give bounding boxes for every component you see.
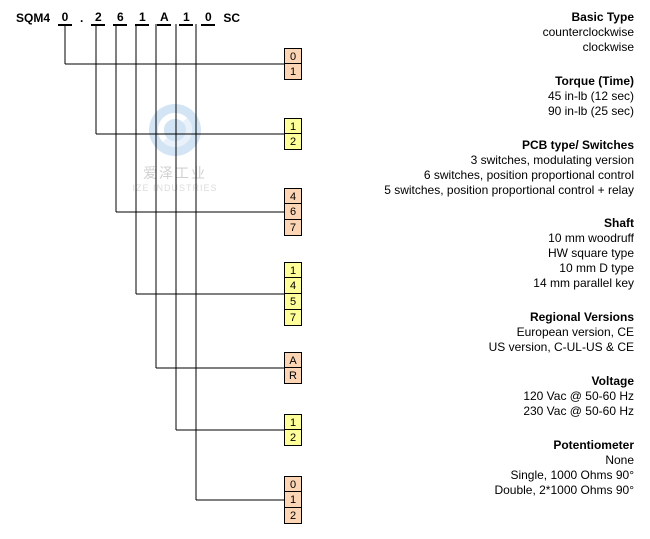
description-title: Regional Versions: [489, 310, 634, 325]
description-block-6: PotentiometerNoneSingle, 1000 Ohms 90°Do…: [494, 438, 634, 498]
description-line: 3 switches, modulating version: [384, 153, 634, 168]
option-box: 2: [284, 430, 302, 446]
code-part-2: .: [80, 11, 83, 25]
option-box: 2: [284, 508, 302, 524]
option-group-0: 01: [284, 48, 302, 80]
part-number-code: SQM40.261A10SC: [16, 10, 248, 26]
option-box: 6: [284, 204, 302, 220]
code-part-6: A: [157, 10, 171, 26]
option-box: 1: [284, 414, 302, 430]
option-group-3: 1457: [284, 262, 302, 326]
option-box: 1: [284, 118, 302, 134]
option-box: 4: [284, 188, 302, 204]
code-part-1: 0: [58, 10, 72, 26]
option-box: 1: [284, 492, 302, 508]
code-part-9: SC: [223, 11, 240, 25]
watermark-logo-icon: [145, 100, 205, 160]
option-box: 1: [284, 262, 302, 278]
description-title: Basic Type: [543, 10, 634, 25]
description-line: 14 mm parallel key: [533, 276, 634, 291]
description-line: HW square type: [533, 246, 634, 261]
description-title: PCB type/ Switches: [384, 138, 634, 153]
option-box: 4: [284, 278, 302, 294]
description-block-0: Basic Typecounterclockwiseclockwise: [543, 10, 634, 55]
description-title: Potentiometer: [494, 438, 634, 453]
option-box: R: [284, 368, 302, 384]
code-part-5: 1: [135, 10, 149, 26]
description-title: Torque (Time): [548, 74, 634, 89]
option-group-2: 467: [284, 188, 302, 236]
option-box: 0: [284, 476, 302, 492]
option-box: A: [284, 352, 302, 368]
option-box: 7: [284, 220, 302, 236]
description-line: None: [494, 453, 634, 468]
description-block-3: Shaft10 mm woodruffHW square type10 mm D…: [533, 216, 634, 291]
description-title: Voltage: [523, 374, 634, 389]
option-box: 0: [284, 48, 302, 64]
description-line: European version, CE: [489, 325, 634, 340]
code-part-3: 2: [91, 10, 105, 26]
description-block-1: Torque (Time)45 in-lb (12 sec)90 in-lb (…: [548, 74, 634, 119]
description-line: 90 in-lb (25 sec): [548, 104, 634, 119]
option-group-4: AR: [284, 352, 302, 384]
description-line: 10 mm D type: [533, 261, 634, 276]
watermark-subtext: IZE INDUSTRIES: [120, 183, 230, 193]
description-line: 10 mm woodruff: [533, 231, 634, 246]
description-line: 5 switches, position proportional contro…: [384, 183, 634, 198]
option-group-6: 012: [284, 476, 302, 524]
option-box: 5: [284, 294, 302, 310]
watermark-text: 爱泽工业: [120, 163, 230, 183]
watermark: 爱泽工业 IZE INDUSTRIES: [120, 100, 230, 193]
code-part-0: SQM4: [16, 11, 50, 25]
description-line: 120 Vac @ 50-60 Hz: [523, 389, 634, 404]
code-part-8: 0: [201, 10, 215, 26]
option-group-1: 12: [284, 118, 302, 150]
description-line: Double, 2*1000 Ohms 90°: [494, 483, 634, 498]
description-block-2: PCB type/ Switches3 switches, modulating…: [384, 138, 634, 198]
option-box: 2: [284, 134, 302, 150]
code-part-7: 1: [179, 10, 193, 26]
description-line: 6 switches, position proportional contro…: [384, 168, 634, 183]
description-line: 230 Vac @ 50-60 Hz: [523, 404, 634, 419]
option-group-5: 12: [284, 414, 302, 446]
description-line: Single, 1000 Ohms 90°: [494, 468, 634, 483]
description-line: 45 in-lb (12 sec): [548, 89, 634, 104]
description-title: Shaft: [533, 216, 634, 231]
description-block-4: Regional VersionsEuropean version, CEUS …: [489, 310, 634, 355]
description-line: clockwise: [543, 40, 634, 55]
description-line: counterclockwise: [543, 25, 634, 40]
option-box: 7: [284, 310, 302, 326]
option-box: 1: [284, 64, 302, 80]
code-part-4: 6: [113, 10, 127, 26]
description-block-5: Voltage120 Vac @ 50-60 Hz230 Vac @ 50-60…: [523, 374, 634, 419]
description-line: US version, C-UL-US & CE: [489, 340, 634, 355]
